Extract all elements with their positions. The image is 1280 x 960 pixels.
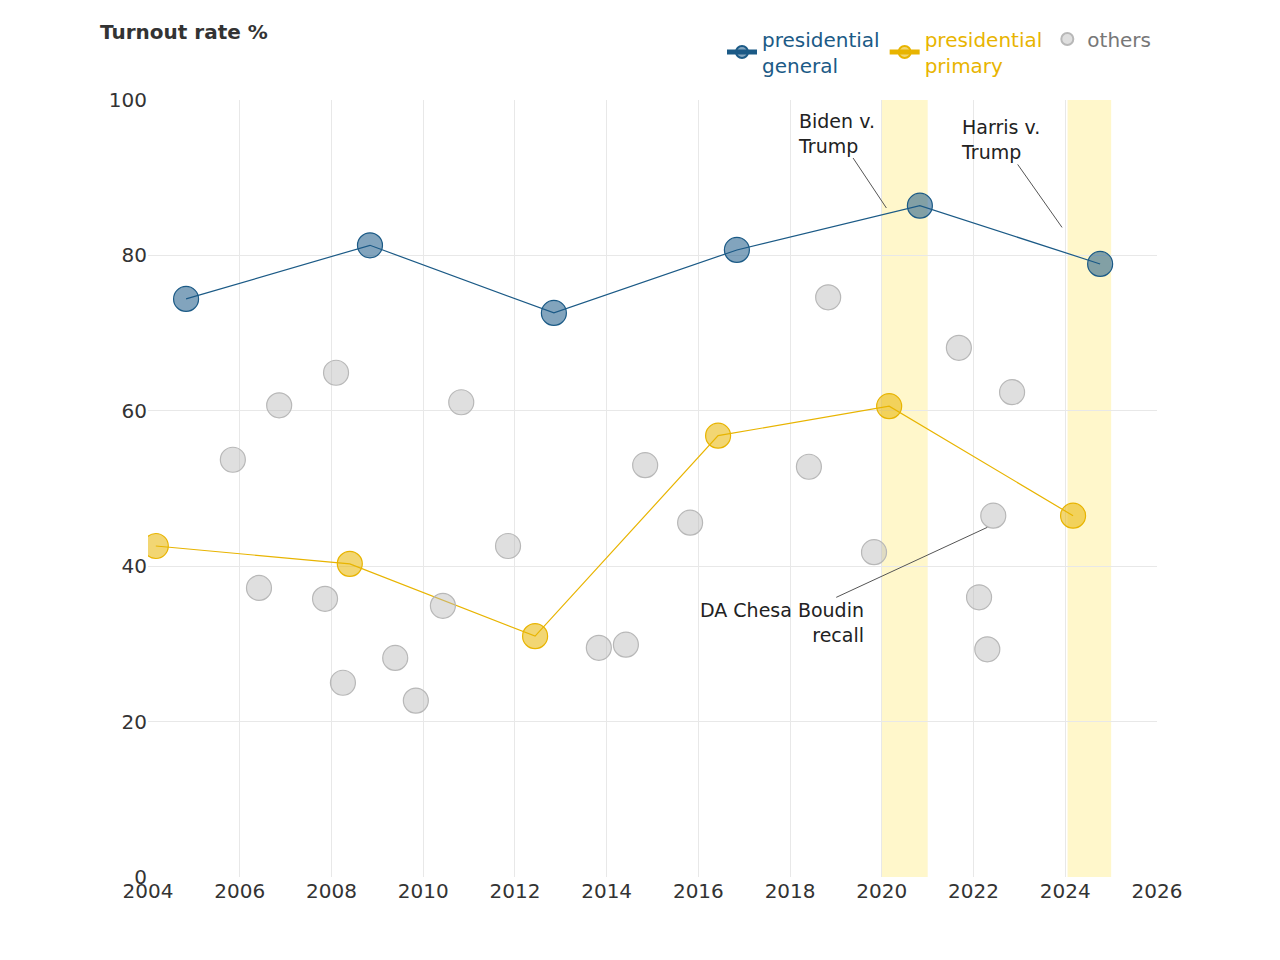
svg-text:Biden v.Trump: Biden v.Trump (798, 110, 875, 157)
svg-text:2014: 2014 (581, 879, 632, 903)
svg-text:2024: 2024 (1040, 879, 1091, 903)
svg-text:100: 100 (109, 88, 147, 112)
svg-text:2004: 2004 (123, 879, 174, 903)
svg-text:Turnout rate %: Turnout rate % (100, 20, 268, 44)
svg-text:2026: 2026 (1132, 879, 1183, 903)
svg-text:2020: 2020 (856, 879, 907, 903)
svg-text:others: others (1087, 28, 1151, 52)
svg-text:presidentialprimary: presidentialprimary (925, 28, 1043, 78)
svg-text:40: 40 (122, 554, 147, 578)
svg-text:2008: 2008 (306, 879, 357, 903)
svg-text:80: 80 (122, 243, 147, 267)
svg-text:2016: 2016 (673, 879, 724, 903)
svg-text:0: 0 (134, 865, 147, 889)
svg-text:2006: 2006 (214, 879, 265, 903)
svg-text:Harris v.Trump: Harris v.Trump (961, 116, 1040, 163)
svg-text:presidentialgeneral: presidentialgeneral (762, 28, 880, 78)
svg-text:DA Chesa Boudinrecall: DA Chesa Boudinrecall (700, 599, 864, 646)
svg-text:2018: 2018 (765, 879, 816, 903)
svg-text:2012: 2012 (489, 879, 540, 903)
svg-text:2010: 2010 (398, 879, 449, 903)
svg-text:2022: 2022 (948, 879, 999, 903)
svg-text:20: 20 (122, 710, 147, 734)
svg-text:60: 60 (122, 399, 147, 423)
